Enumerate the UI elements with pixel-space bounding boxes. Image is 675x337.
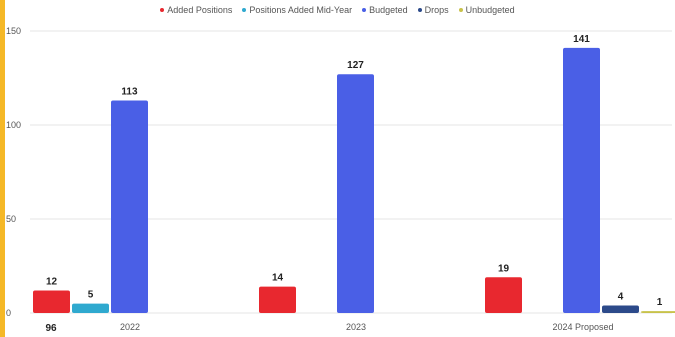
data-label: 12	[46, 276, 58, 287]
data-label: 4	[618, 291, 624, 302]
bar	[485, 277, 522, 313]
extra-data-label: 96	[45, 323, 57, 334]
data-label: 14	[272, 273, 284, 284]
bar	[602, 305, 639, 313]
x-tick-label: 2022	[120, 322, 140, 332]
data-label: 113	[121, 87, 138, 98]
legend-item: Positions Added Mid-Year	[242, 5, 352, 15]
legend-swatch	[362, 8, 367, 12]
bar	[259, 286, 296, 313]
bar	[72, 303, 109, 313]
data-label: 1	[657, 297, 663, 308]
y-tick-label: 150	[6, 26, 21, 36]
bar	[33, 290, 70, 313]
legend-item: Drops	[417, 5, 449, 15]
y-tick-label: 100	[6, 120, 21, 130]
legend-label: Added Positions	[167, 5, 233, 15]
bar	[111, 100, 148, 313]
x-tick-label: 2023	[346, 322, 366, 332]
legend-item: Unbudgeted	[458, 5, 515, 15]
data-label: 5	[88, 290, 94, 301]
x-tick-label: 2024 Proposed	[552, 322, 613, 332]
bar	[337, 74, 374, 314]
legend-swatch	[458, 8, 463, 12]
legend-swatch	[160, 8, 165, 12]
legend-swatch	[242, 8, 247, 12]
data-label: 19	[498, 263, 510, 274]
y-tick-label: 50	[6, 214, 16, 224]
bar	[641, 311, 675, 313]
y-tick-label: 0	[6, 308, 11, 318]
legend-item: Budgeted	[362, 5, 408, 15]
legend-label: Budgeted	[369, 5, 408, 15]
legend-label: Positions Added Mid-Year	[249, 5, 353, 15]
data-label: 127	[347, 60, 364, 71]
data-label: 141	[573, 34, 590, 45]
bar	[563, 47, 600, 314]
accent-bar	[0, 0, 5, 337]
legend-item: Added Positions	[160, 5, 232, 15]
legend-swatch	[417, 8, 422, 12]
legend-label: Unbudgeted	[465, 5, 515, 15]
legend-label: Drops	[424, 5, 449, 15]
legend: Added Positions Positions Added Mid-Year B…	[0, 5, 675, 15]
